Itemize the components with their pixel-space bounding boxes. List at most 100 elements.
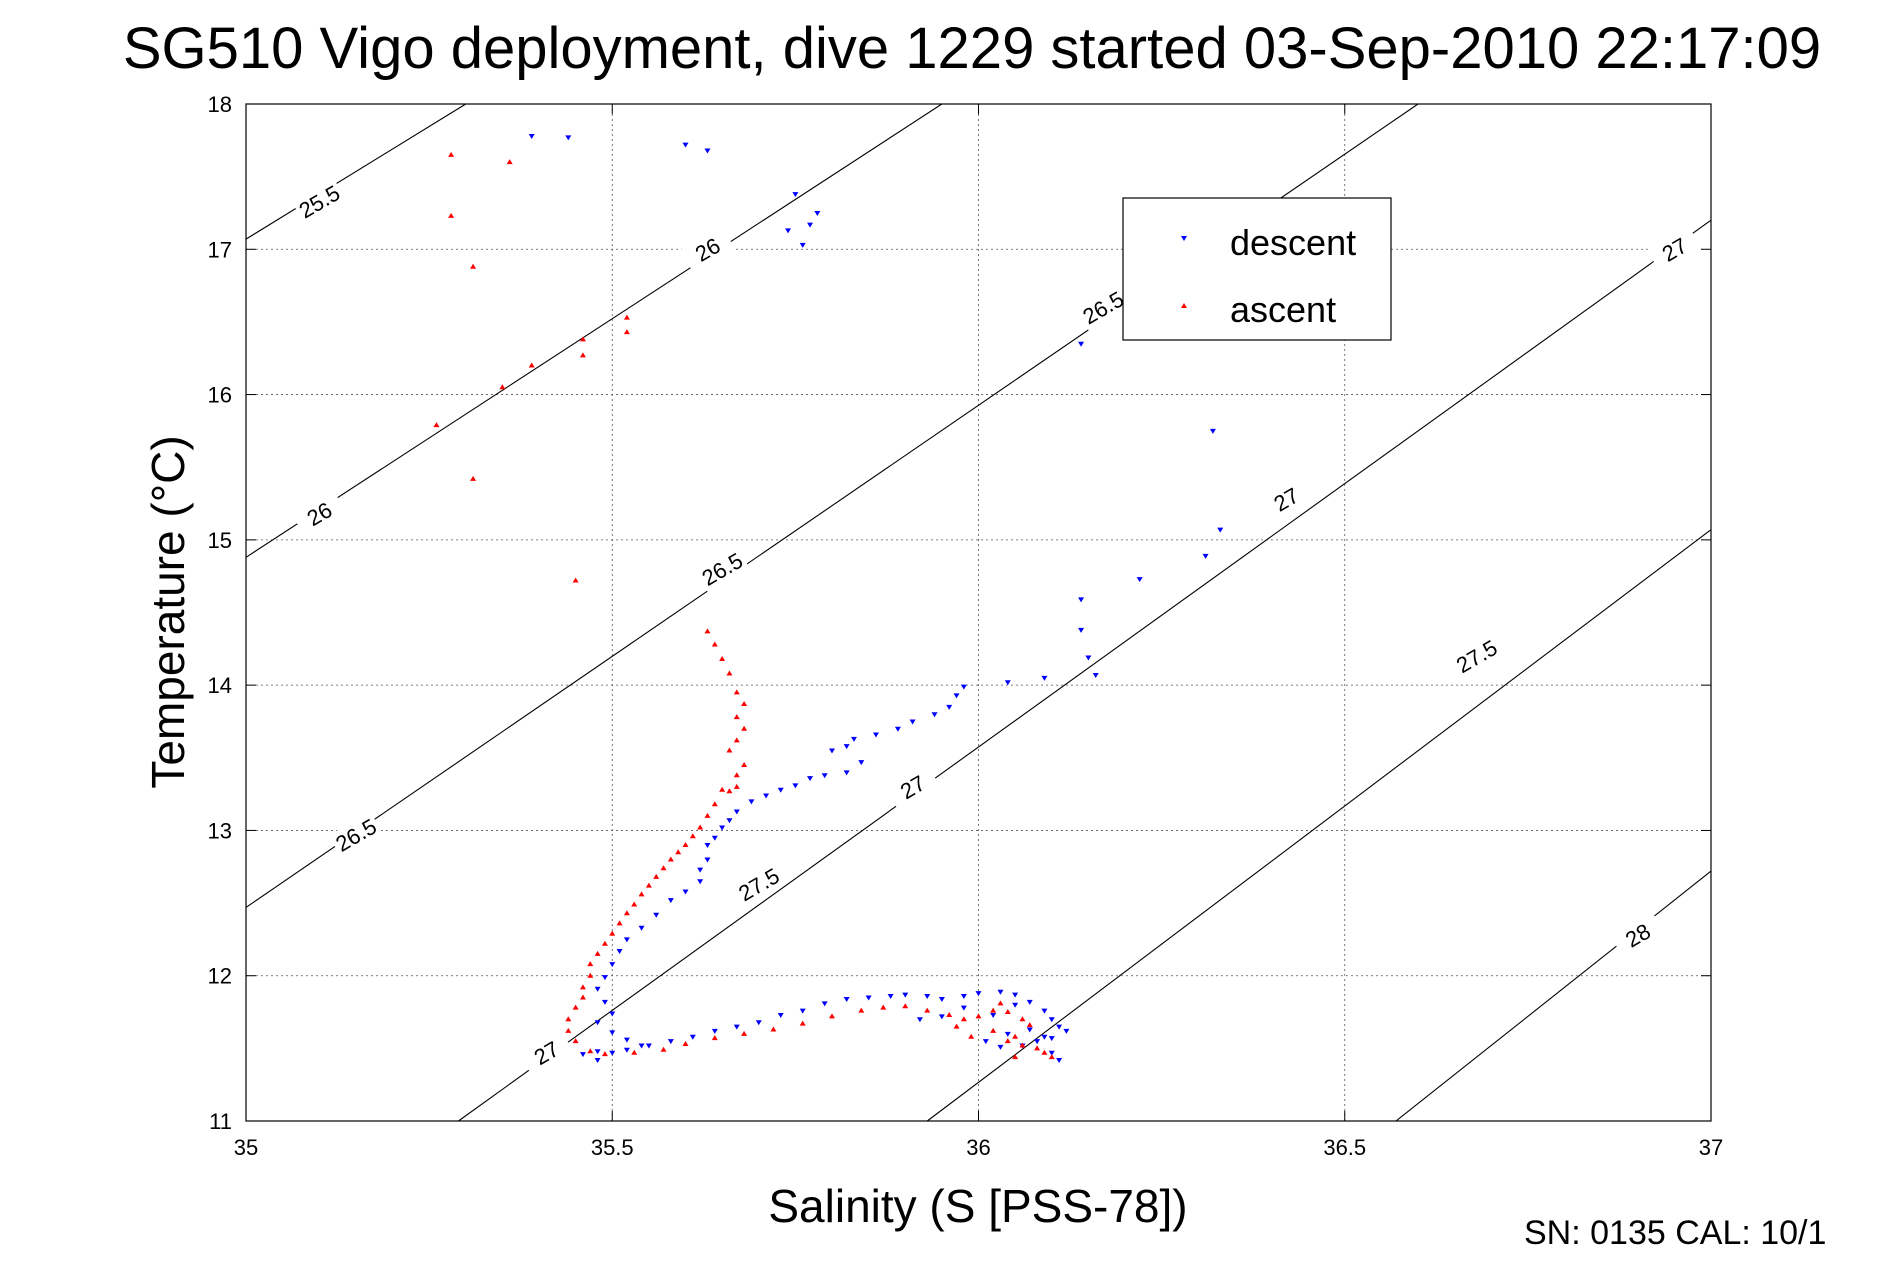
ascent-point xyxy=(719,655,726,661)
descent-point xyxy=(594,1049,601,1055)
ascent-point xyxy=(623,910,630,916)
descent-point xyxy=(763,793,770,799)
ascent-point xyxy=(726,788,733,794)
y-tick-label: 13 xyxy=(208,818,232,843)
descent-point xyxy=(1085,655,1092,661)
descent-point xyxy=(1012,1002,1019,1008)
isopycnal-label-bg xyxy=(885,763,940,811)
descent-point xyxy=(887,994,894,1000)
descent-point xyxy=(902,992,909,998)
ascent-point xyxy=(565,1027,572,1033)
ascent-point xyxy=(1004,1038,1011,1044)
ascent-point xyxy=(565,1016,572,1022)
descent-point xyxy=(909,719,916,725)
y-tick-label: 12 xyxy=(208,964,232,989)
descent-point xyxy=(960,1005,967,1011)
axis-ticks: 35 35.5 36 36.5 37 11 12 13 14 15 16 17 18 xyxy=(208,92,1724,1160)
descent-point xyxy=(990,1012,997,1018)
descent-point xyxy=(609,962,616,968)
ascent-point xyxy=(448,212,455,218)
descent-point xyxy=(704,148,711,154)
ascent-point xyxy=(953,1023,960,1029)
descent-point xyxy=(645,1043,652,1049)
descent-point xyxy=(792,192,799,198)
descent-point xyxy=(799,242,806,248)
descent-point xyxy=(1078,341,1085,347)
ascent-point xyxy=(638,891,645,897)
descent-point xyxy=(609,1050,616,1056)
descent-point xyxy=(807,222,814,228)
ascent-point xyxy=(660,865,667,871)
descent-point xyxy=(638,925,645,931)
isopycnal-label-bg xyxy=(1610,911,1666,959)
ascent-point xyxy=(587,972,594,978)
ascent-point xyxy=(675,849,682,855)
ascent-point xyxy=(858,1007,865,1013)
ascent-point xyxy=(924,1007,931,1013)
descent-point xyxy=(733,809,740,815)
descent-point xyxy=(946,704,953,710)
ascent-point xyxy=(631,901,638,907)
ascent-point xyxy=(448,151,455,157)
descent-point xyxy=(1078,597,1085,603)
descent-point xyxy=(609,1030,616,1036)
ascent-point xyxy=(433,422,440,428)
legend-ascent-marker xyxy=(1181,303,1187,308)
ascent-point xyxy=(829,1013,835,1019)
descent-point xyxy=(1026,1027,1033,1033)
ascent-point xyxy=(572,1038,579,1044)
descent-point xyxy=(1078,627,1085,633)
descent-point xyxy=(719,825,726,831)
ascent-point xyxy=(601,1051,608,1057)
legend-descent-marker xyxy=(1181,236,1187,241)
x-tick-label: 35.5 xyxy=(591,1135,634,1160)
isopycnal-label-bg xyxy=(1258,475,1314,523)
ascent-point xyxy=(682,841,689,847)
ascent-point xyxy=(770,1026,777,1032)
descent-point xyxy=(579,1052,586,1058)
ascent-point xyxy=(704,812,711,818)
descent-point xyxy=(601,975,608,981)
ascent-point xyxy=(946,1011,953,1017)
legend-box xyxy=(1122,197,1392,341)
ascent-point xyxy=(697,824,704,830)
ascent-point xyxy=(667,856,674,862)
y-tick-label: 16 xyxy=(208,383,232,408)
ascent-point xyxy=(1041,1049,1048,1055)
grid-lines xyxy=(246,104,1711,1121)
footer-calibration: SN: 0135 CAL: 10/1 xyxy=(1524,1214,1826,1252)
descent-point xyxy=(777,787,784,793)
descent-point xyxy=(638,1043,645,1049)
descent-point xyxy=(931,712,938,718)
descent-point xyxy=(953,693,960,699)
descent-point xyxy=(799,1008,806,1014)
ascent-point xyxy=(1019,1042,1026,1048)
descent-point xyxy=(653,912,660,918)
x-tick-label: 36 xyxy=(966,1135,990,1160)
descent-point xyxy=(704,842,711,848)
ascent-point xyxy=(880,1004,887,1010)
descent-point xyxy=(733,1024,740,1030)
ascent-point xyxy=(733,689,740,695)
ascent-point xyxy=(799,1020,806,1026)
descent-point xyxy=(843,770,850,776)
descent-point xyxy=(682,889,689,895)
descent-point xyxy=(1202,553,1209,559)
ascent-point xyxy=(587,1048,594,1054)
ascent-point xyxy=(741,1030,748,1036)
ascent-point xyxy=(579,994,586,1000)
ascent-point xyxy=(997,1000,1004,1006)
ascent-point xyxy=(587,961,594,967)
x-tick-label: 35 xyxy=(234,1135,258,1160)
descent-point xyxy=(594,1057,601,1063)
ascent-point xyxy=(579,352,586,358)
descent-point xyxy=(916,1017,923,1023)
descent-point xyxy=(1092,672,1099,678)
ascent-point xyxy=(719,786,726,792)
ascent-point xyxy=(1034,1045,1041,1051)
ascent-point xyxy=(711,801,718,807)
descent-point xyxy=(594,986,601,992)
ascent-point xyxy=(1026,1022,1033,1028)
descent-point xyxy=(711,835,718,841)
chart-title: SG510 Vigo deployment, dive 1229 started… xyxy=(123,16,1821,81)
